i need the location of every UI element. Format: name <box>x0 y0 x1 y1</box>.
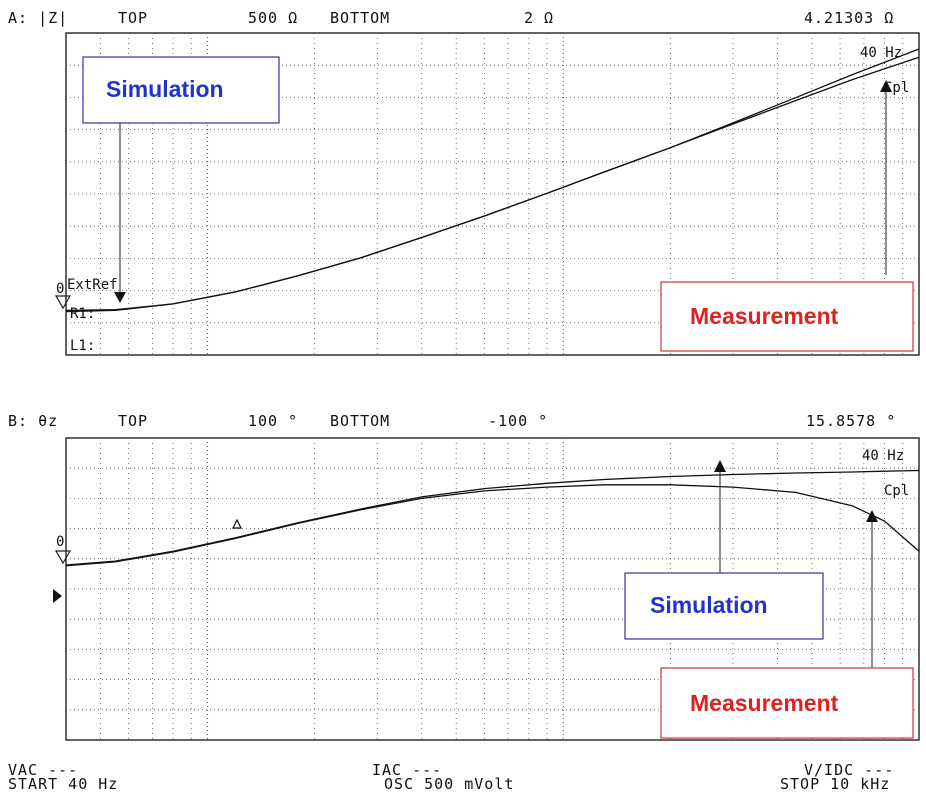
panel-a-marker-value: 4.21303 Ω <box>804 9 895 27</box>
panel-a-ref-triangle <box>54 295 72 310</box>
panel-b-mode: Cpl <box>884 483 909 499</box>
panel-b-measurement-box <box>660 667 914 739</box>
panel-b-top-label: TOP <box>118 412 149 430</box>
panel-a-grid <box>66 33 919 355</box>
panel-a-marker-freq: 40 Hz <box>860 45 902 61</box>
panel-a-trace-label-r: R1: <box>70 306 95 322</box>
panel-a-bottom-value: 2 Ω <box>524 9 555 27</box>
panel-b-plot: 40 Hz Cpl 0 Simulation Measurement <box>53 437 920 741</box>
panel-a-trace-label-l: L1: <box>70 338 95 354</box>
panel-b-trace-measurement <box>65 484 920 567</box>
footer-start: START 40 Hz <box>8 775 119 793</box>
panel-b-traces <box>65 469 920 567</box>
panel-a-ref-marker: 0 <box>56 281 64 297</box>
panel-b-bottom-value: -100 ° <box>488 412 549 430</box>
panel-a-simulation-arrowhead <box>114 292 126 303</box>
panel-b-simulation-label: Simulation <box>650 592 768 618</box>
panel-b-ref-triangle <box>54 550 72 565</box>
panel-a-ref-text: ExtRef <box>67 277 118 293</box>
panel-a-top-value: 500 Ω <box>248 9 299 27</box>
footer-stop: STOP 10 kHz <box>780 775 891 793</box>
panel-b-simulation-arrowhead <box>714 460 726 472</box>
panel-a-top-label: TOP <box>118 9 149 27</box>
panel-b-ref-marker: 0 <box>56 534 64 550</box>
footer-iac: IAC --- <box>372 761 443 779</box>
panel-a-bottom-label: BOTTOM <box>330 9 391 27</box>
panel-b-marker-value: 15.8578 ° <box>806 412 897 430</box>
panel-b-bottom-label: BOTTOM <box>330 412 391 430</box>
panel-b-measurement-label: Measurement <box>690 690 839 716</box>
panel-a-simulation-box <box>82 56 280 124</box>
panel-b-marker-caret <box>232 518 242 529</box>
panel-a-trace-measurement <box>65 56 920 312</box>
panel-b-simulation-box <box>624 572 824 640</box>
panel-a-measurement-label: Measurement <box>690 303 839 329</box>
panel-a-traces <box>65 48 920 313</box>
footer-vidc: V/IDC --- <box>804 761 895 779</box>
panel-a-measurement-arrowhead <box>880 80 892 92</box>
panel-a-measurement-box <box>660 281 914 352</box>
panel-b-zero-pointer <box>53 589 62 603</box>
footer-vac: VAC --- <box>8 761 79 779</box>
panel-b-channel: B: θz <box>8 412 59 430</box>
panel-b-top-value: 100 ° <box>248 412 299 430</box>
panel-b-marker-freq: 40 Hz <box>862 448 904 464</box>
panel-a-plot: 40 Hz Cpl 0 ExtRef R1: L1: Simulation Me… <box>54 32 920 356</box>
footer-osc: OSC 500 mVolt <box>384 775 515 793</box>
panel-a-channel: A: |Z| <box>8 9 69 27</box>
panel-a-simulation-label: Simulation <box>106 76 224 102</box>
panel-b-measurement-arrowhead <box>866 510 878 522</box>
panel-b-trace-simulation <box>65 469 920 566</box>
